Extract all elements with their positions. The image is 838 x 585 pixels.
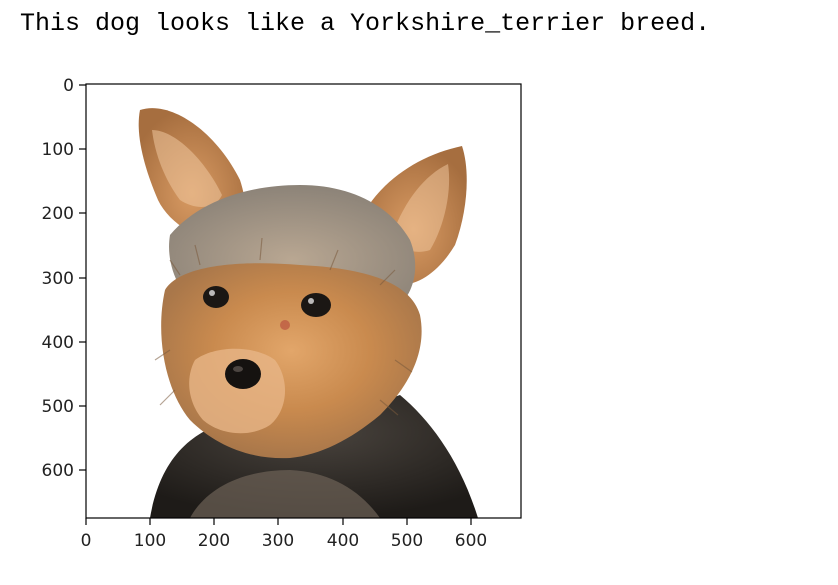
y-tick-label: 600 bbox=[42, 461, 74, 481]
x-axis bbox=[85, 518, 472, 525]
image-plot-svg: 0 100 200 300 400 500 600 0 100 200 300 … bbox=[42, 76, 522, 551]
x-tick-label: 100 bbox=[134, 531, 166, 551]
axes-frame bbox=[85, 83, 522, 519]
y-tick-labels: 0 100 200 300 400 500 600 bbox=[42, 76, 74, 481]
prediction-output-text: This dog looks like a Yorkshire_terrier … bbox=[20, 9, 711, 38]
x-tick-label: 300 bbox=[262, 531, 294, 551]
yorkshire-terrier-photo-icon bbox=[138, 108, 478, 518]
x-tick-label: 500 bbox=[391, 531, 423, 551]
x-tick-labels: 0 100 200 300 400 500 600 bbox=[81, 531, 488, 551]
y-tick-label: 100 bbox=[42, 140, 74, 160]
y-axis bbox=[79, 84, 86, 471]
x-tick-label: 0 bbox=[81, 531, 92, 551]
y-tick-label: 400 bbox=[42, 333, 74, 353]
y-tick-label: 0 bbox=[63, 76, 74, 96]
y-tick-label: 500 bbox=[42, 397, 74, 417]
y-tick-label: 300 bbox=[42, 269, 74, 289]
x-tick-label: 600 bbox=[455, 531, 487, 551]
image-plot: 0 100 200 300 400 500 600 0 100 200 300 … bbox=[0, 60, 560, 580]
y-tick-label: 200 bbox=[42, 204, 74, 224]
x-tick-label: 400 bbox=[327, 531, 359, 551]
x-tick-label: 200 bbox=[198, 531, 230, 551]
